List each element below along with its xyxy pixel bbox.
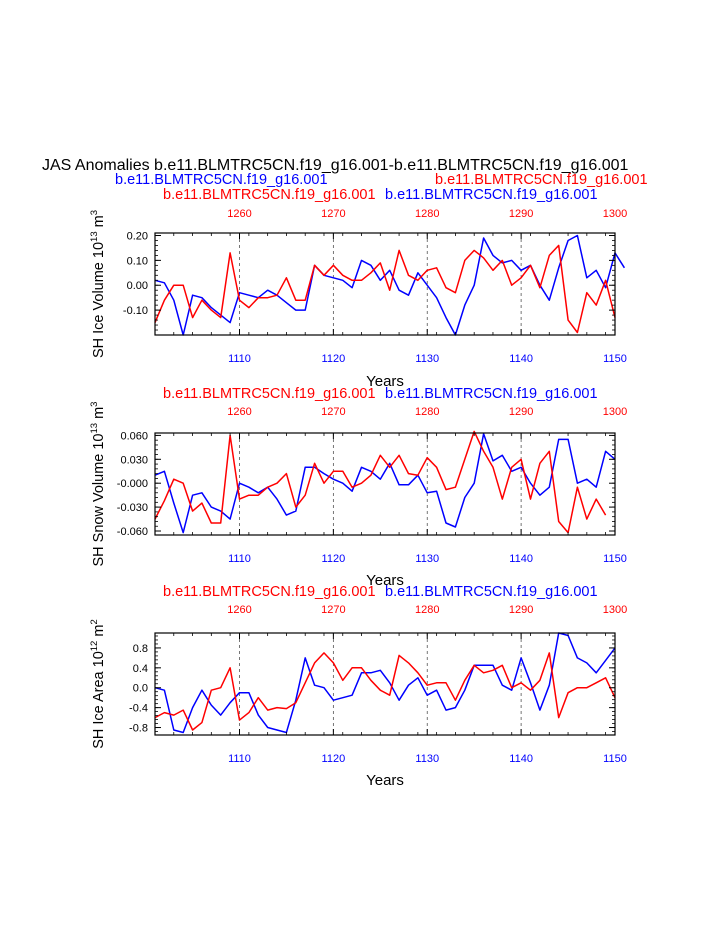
x-tick-label-bottom: 1130 <box>415 553 439 565</box>
y-tick-label: -0.060 <box>117 526 148 538</box>
x-tick-label-top: 1290 <box>509 604 533 616</box>
figure-subtitle-red: b.e11.BLMTRC5CN.f19_g16.001 <box>435 172 648 188</box>
plot-frame <box>154 632 616 736</box>
y-axis-title-unit-exp: 3 <box>89 210 100 215</box>
x-tick-label-top: 1300 <box>603 604 627 616</box>
y-tick-label: 0.00 <box>127 280 148 292</box>
panel-label-red: b.e11.BLMTRC5CN.f19_g16.001 <box>163 584 376 600</box>
y-axis-title-unit-exp: 2 <box>89 619 100 624</box>
chart-panel-1: -0.10 0.00 0.10 0.20 1110 1120 1130 1140 1150 126… <box>89 187 627 390</box>
x-tick-label-bottom: 1120 <box>322 753 346 765</box>
y-axis-title-unit: m <box>91 625 107 641</box>
x-tick-label-top: 1300 <box>603 406 627 418</box>
figure-subtitle-blue: b.e11.BLMTRC5CN.f19_g16.001 <box>115 172 328 188</box>
x-tick-label-bottom: 1140 <box>509 753 533 765</box>
y-tick-label: 0.4 <box>133 663 148 675</box>
x-tick-label-bottom: 1150 <box>603 353 627 365</box>
series-line-red <box>154 652 616 731</box>
x-tick-label-top: 1270 <box>321 406 345 418</box>
x-tick-label-bottom: 1120 <box>322 353 346 365</box>
x-tick-label-top: 1290 <box>509 208 533 220</box>
y-axis-title-exp: 13 <box>89 423 100 434</box>
x-tick-label-bottom: 1120 <box>322 553 346 565</box>
chart-panel-3: -0.8 -0.4 0.0 0.4 0.8 1110 1120 1130 1140 1150 126… <box>89 584 627 789</box>
y-axis-title-text: SH Ice Area 10 <box>91 651 107 749</box>
y-tick-label: 0.030 <box>120 454 148 466</box>
panel-label-blue: b.e11.BLMTRC5CN.f19_g16.001 <box>385 386 598 402</box>
x-tick-label-top: 1280 <box>415 406 439 418</box>
x-tick-label-bottom: 1140 <box>509 553 533 565</box>
x-tick-label-bottom: 1130 <box>415 753 439 765</box>
x-tick-label-top: 1260 <box>227 406 251 418</box>
y-tick-label: 0.0 <box>133 683 148 695</box>
x-tick-label-top: 1270 <box>321 208 345 220</box>
panel-label-red: b.e11.BLMTRC5CN.f19_g16.001 <box>163 187 376 203</box>
y-axis-title: SH Snow Volume 1013 m3 <box>89 402 107 567</box>
series-line-red <box>154 430 607 534</box>
x-tick-label-top: 1290 <box>509 406 533 418</box>
x-tick-label-top: 1260 <box>227 208 251 220</box>
y-tick-label: -0.10 <box>123 305 148 317</box>
y-tick-label: -0.000 <box>117 478 148 490</box>
x-axis-title: Years <box>366 373 404 390</box>
x-tick-label-top: 1300 <box>603 208 627 220</box>
x-tick-label-top: 1270 <box>321 604 345 616</box>
x-axis-title: Years <box>366 572 404 589</box>
x-tick-label-bottom: 1130 <box>415 353 439 365</box>
y-tick-label: 0.060 <box>120 430 148 442</box>
chart-panel-2: -0.060 -0.030 -0.000 0.030 0.060 1110 1120 1130… <box>89 386 627 589</box>
plot-frame <box>154 432 616 536</box>
x-tick-label-top: 1280 <box>415 604 439 616</box>
series-line-blue <box>154 234 626 336</box>
y-axis-title-text: SH Snow Volume 10 <box>91 433 107 566</box>
panel-label-blue: b.e11.BLMTRC5CN.f19_g16.001 <box>385 584 598 600</box>
panel-label-blue: b.e11.BLMTRC5CN.f19_g16.001 <box>385 187 598 203</box>
x-tick-label-top: 1280 <box>415 208 439 220</box>
y-tick-label: 0.8 <box>133 643 148 655</box>
y-axis-title-exp: 12 <box>89 641 100 652</box>
y-tick-label: 0.10 <box>127 255 148 267</box>
y-axis-title: SH Ice Area 1012 m2 <box>89 619 107 749</box>
y-axis-title-exp: 13 <box>89 231 100 242</box>
series-line-red <box>154 244 616 334</box>
series-line-blue <box>154 433 616 534</box>
y-axis-title-text: SH Ice Volume 10 <box>91 242 107 358</box>
y-axis-title-unit: m <box>91 407 107 423</box>
panel-label-red: b.e11.BLMTRC5CN.f19_g16.001 <box>163 386 376 402</box>
y-tick-label: -0.030 <box>117 502 148 514</box>
x-tick-label-bottom: 1140 <box>509 353 533 365</box>
y-tick-label: -0.8 <box>129 723 148 735</box>
x-tick-label-top: 1260 <box>227 604 251 616</box>
figure-title: JAS Anomalies b.e11.BLMTRC5CN.f19_g16.00… <box>42 157 629 174</box>
series-line-blue <box>154 632 616 734</box>
y-tick-label: -0.4 <box>129 703 148 715</box>
x-tick-label-bottom: 1110 <box>228 553 251 565</box>
plot-frame <box>154 232 616 336</box>
y-axis-title-unit-exp: 3 <box>89 402 100 407</box>
x-tick-label-bottom: 1110 <box>228 353 251 365</box>
x-axis-title: Years <box>366 772 404 789</box>
y-tick-label: 0.20 <box>127 230 148 242</box>
x-tick-label-bottom: 1150 <box>603 753 627 765</box>
y-axis-title: SH Ice Volume 1013 m3 <box>89 210 107 358</box>
x-tick-label-bottom: 1110 <box>228 753 251 765</box>
y-axis-title-unit: m <box>91 215 107 231</box>
x-tick-label-bottom: 1150 <box>603 553 627 565</box>
